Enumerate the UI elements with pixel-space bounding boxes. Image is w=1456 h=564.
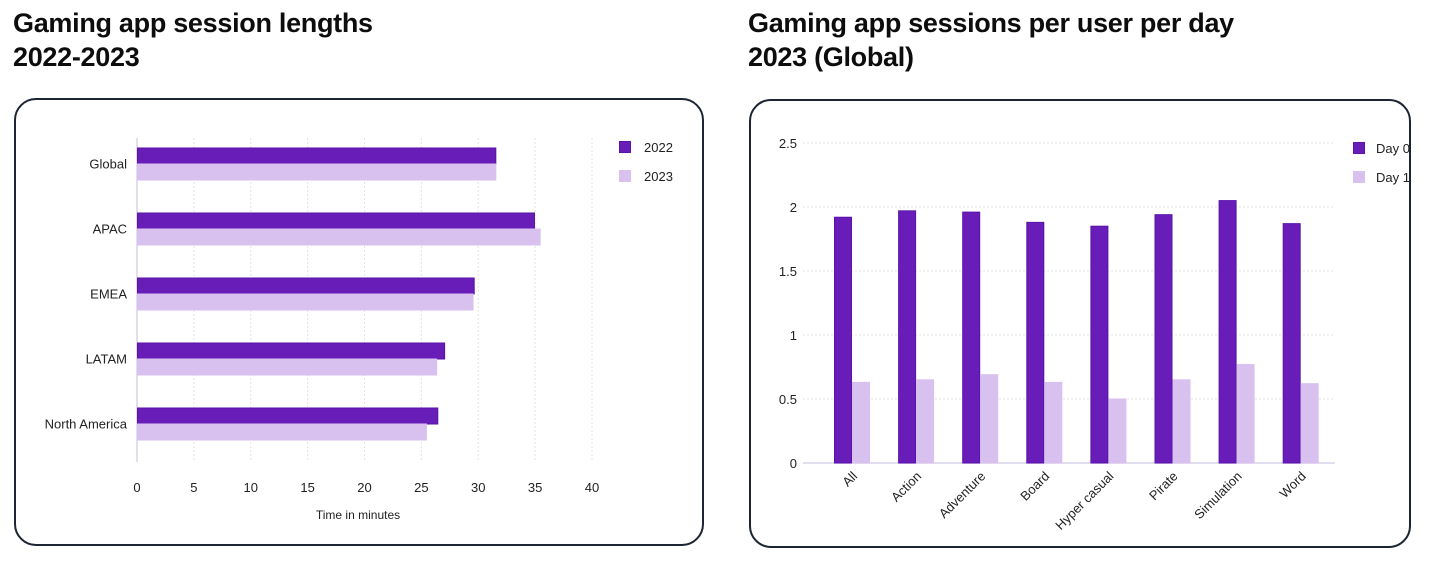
bar-day-1-word [1300, 383, 1319, 464]
bar-day-0-pirate [1154, 214, 1173, 464]
y-tick-label: LATAM [86, 352, 127, 367]
y-tick-label: North America [45, 417, 128, 432]
x-tick-label: 5 [190, 480, 197, 495]
legend-swatch-2022 [619, 141, 631, 153]
bar-2023-latam [137, 358, 438, 376]
bar-2023-global [137, 163, 497, 181]
x-tick-label: All [839, 468, 860, 489]
bar-day-0-action [898, 210, 917, 464]
x-tick-label: 35 [528, 480, 542, 495]
x-tick-label: 40 [585, 480, 599, 495]
left-chart-title-line2: 2022-2023 [13, 42, 140, 72]
x-tick-label: 20 [357, 480, 371, 495]
legend-label-2022: 2022 [644, 140, 673, 155]
right-chart-title: Gaming app sessions per user per day 202… [748, 6, 1234, 74]
y-tick-label: APAC [93, 222, 127, 237]
y-tick-label: 2.5 [779, 136, 797, 151]
bar-2023-emea [137, 293, 474, 311]
bar-day-1-board [1044, 381, 1063, 464]
legend-swatch-day-1 [1353, 171, 1365, 183]
y-tick-label: 2 [790, 200, 797, 215]
y-tick-label: Global [89, 157, 127, 172]
bar-day-0-word [1282, 223, 1301, 464]
bar-day-0-board [1026, 221, 1045, 464]
left-chart-title-line1: Gaming app session lengths [13, 8, 373, 38]
legend-label-day-0: Day 0 [1376, 141, 1410, 156]
bar-2023-north-america [137, 423, 427, 441]
x-tick-label: Hyper casual [1052, 468, 1116, 532]
x-tick-label: Pirate [1146, 469, 1181, 504]
legend-label-2023: 2023 [644, 169, 673, 184]
y-tick-label: 0.5 [779, 392, 797, 407]
legend-swatch-day-0 [1353, 142, 1365, 154]
x-tick-label: 15 [300, 480, 314, 495]
legend-label-day-1: Day 1 [1376, 170, 1410, 185]
x-tick-label: Action [888, 469, 924, 505]
bar-day-1-pirate [1172, 379, 1191, 464]
y-tick-label: 1.5 [779, 264, 797, 279]
bar-day-0-all [834, 216, 852, 464]
x-tick-label: Adventure [936, 469, 989, 522]
x-tick-label: Board [1017, 469, 1052, 504]
x-tick-label: 30 [471, 480, 485, 495]
x-tick-label: Word [1276, 469, 1308, 501]
bar-day-1-adventure [980, 374, 999, 464]
right-chart-title-line1: Gaming app sessions per user per day [748, 8, 1234, 38]
y-tick-label: 1 [790, 328, 797, 343]
legend-swatch-2023 [619, 170, 631, 182]
bar-day-1-all [852, 381, 870, 464]
x-tick-label: Simulation [1191, 469, 1245, 523]
bar-day-1-action [916, 379, 935, 464]
x-tick-label: 25 [414, 480, 428, 495]
y-tick-label: 0 [790, 456, 797, 471]
bar-day-0-adventure [962, 211, 981, 464]
x-axis-title: Time in minutes [316, 508, 400, 522]
left-chart-title: Gaming app session lengths 2022-2023 [13, 6, 373, 74]
y-tick-label: EMEA [90, 287, 127, 302]
bar-day-1-simulation [1236, 363, 1255, 464]
bar-2023-apac [137, 228, 541, 246]
x-tick-label: 0 [133, 480, 140, 495]
right-chart-title-line2: 2023 (Global) [748, 42, 914, 72]
x-tick-label: 10 [244, 480, 258, 495]
bar-day-0-simulation [1218, 200, 1237, 464]
bar-day-0-hyper-casual [1090, 225, 1109, 464]
bar-day-1-hyper-casual [1108, 398, 1127, 464]
